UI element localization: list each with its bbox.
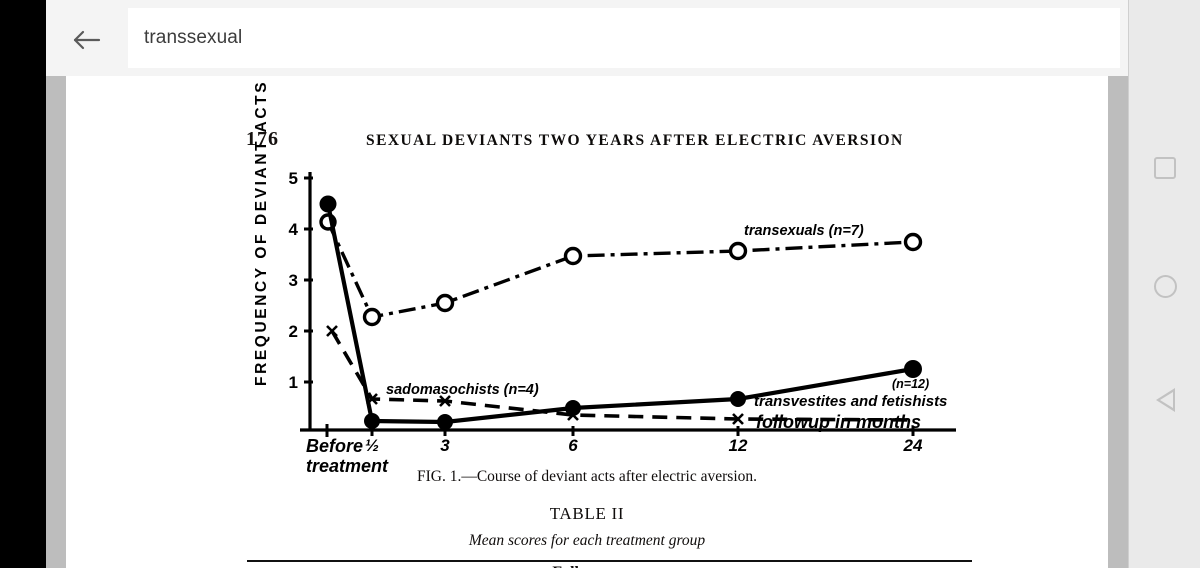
document-viewport[interactable]: 176 SEXUAL DEVIANTS TWO YEARS AFTER ELEC… xyxy=(46,76,1128,568)
vertical-scrollbar[interactable] xyxy=(1108,76,1128,568)
table-heading: TABLE II xyxy=(549,504,625,523)
recents-square-icon[interactable] xyxy=(1147,150,1183,186)
svg-text:24: 24 xyxy=(903,436,923,455)
svg-text:3: 3 xyxy=(289,271,298,290)
svg-text:½: ½ xyxy=(365,436,379,455)
svg-text:12: 12 xyxy=(729,436,748,455)
figure-caption: FIG. 1.—Course of deviant acts after ele… xyxy=(416,468,758,485)
svg-text:3: 3 xyxy=(440,436,450,455)
table-subheading: Mean scores for each treatment group xyxy=(468,532,706,549)
page-number: 176 xyxy=(246,128,279,150)
search-input[interactable]: transsexual xyxy=(128,8,1120,68)
svg-text:2: 2 xyxy=(289,322,298,341)
triangle-glyph xyxy=(1155,388,1175,412)
svg-text:4: 4 xyxy=(289,220,299,239)
page-left-margin-bar xyxy=(46,76,66,568)
home-circle-icon[interactable] xyxy=(1147,268,1183,304)
back-triangle-icon[interactable] xyxy=(1147,382,1183,418)
svg-text:FREQUENCY OF DEVIANT ACTS: FREQUENCY OF DEVIANT ACTS xyxy=(253,80,270,386)
svg-text:6: 6 xyxy=(568,436,578,455)
table-top-rule xyxy=(247,560,972,562)
svg-text:sadomasochists (n=4): sadomasochists (n=4) xyxy=(386,382,539,398)
svg-text:transvestites and fetishists: transvestites and fetishists xyxy=(754,393,947,410)
svg-text:followup in months: followup in months xyxy=(756,412,921,432)
svg-text:5: 5 xyxy=(289,169,298,188)
arrow-left-icon[interactable] xyxy=(66,20,106,60)
system-navigation-bar xyxy=(1128,0,1200,568)
left-black-gutter xyxy=(0,0,46,568)
square-glyph xyxy=(1154,157,1176,179)
figure-chart: FREQUENCY OF DEVIANT ACTS 5 4 xyxy=(66,76,1108,476)
svg-text:1: 1 xyxy=(289,373,298,392)
search-toolbar: transsexual xyxy=(46,0,1128,76)
svg-text:transexuals (n=7): transexuals (n=7) xyxy=(744,223,864,239)
search-input-value: transsexual xyxy=(144,27,243,48)
running-head: SEXUAL DEVIANTS TWO YEARS AFTER ELECTRIC… xyxy=(366,132,904,149)
svg-text:(n=12): (n=12) xyxy=(892,377,929,391)
scanned-page: 176 SEXUAL DEVIANTS TWO YEARS AFTER ELEC… xyxy=(66,76,1108,568)
svg-text:treatment: treatment xyxy=(306,456,389,476)
svg-text:Before: Before xyxy=(306,436,363,456)
table-column-header: Follow-up xyxy=(66,564,1108,568)
circle-glyph xyxy=(1153,274,1177,298)
